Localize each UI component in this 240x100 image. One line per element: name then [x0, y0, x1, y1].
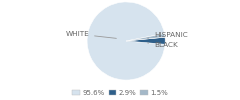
Text: BLACK: BLACK: [148, 42, 178, 48]
Text: WHITE: WHITE: [65, 31, 116, 38]
Wedge shape: [87, 2, 165, 80]
Legend: 95.6%, 2.9%, 1.5%: 95.6%, 2.9%, 1.5%: [72, 89, 168, 96]
Wedge shape: [126, 37, 165, 44]
Wedge shape: [126, 34, 165, 41]
Text: HISPANIC: HISPANIC: [148, 32, 188, 38]
